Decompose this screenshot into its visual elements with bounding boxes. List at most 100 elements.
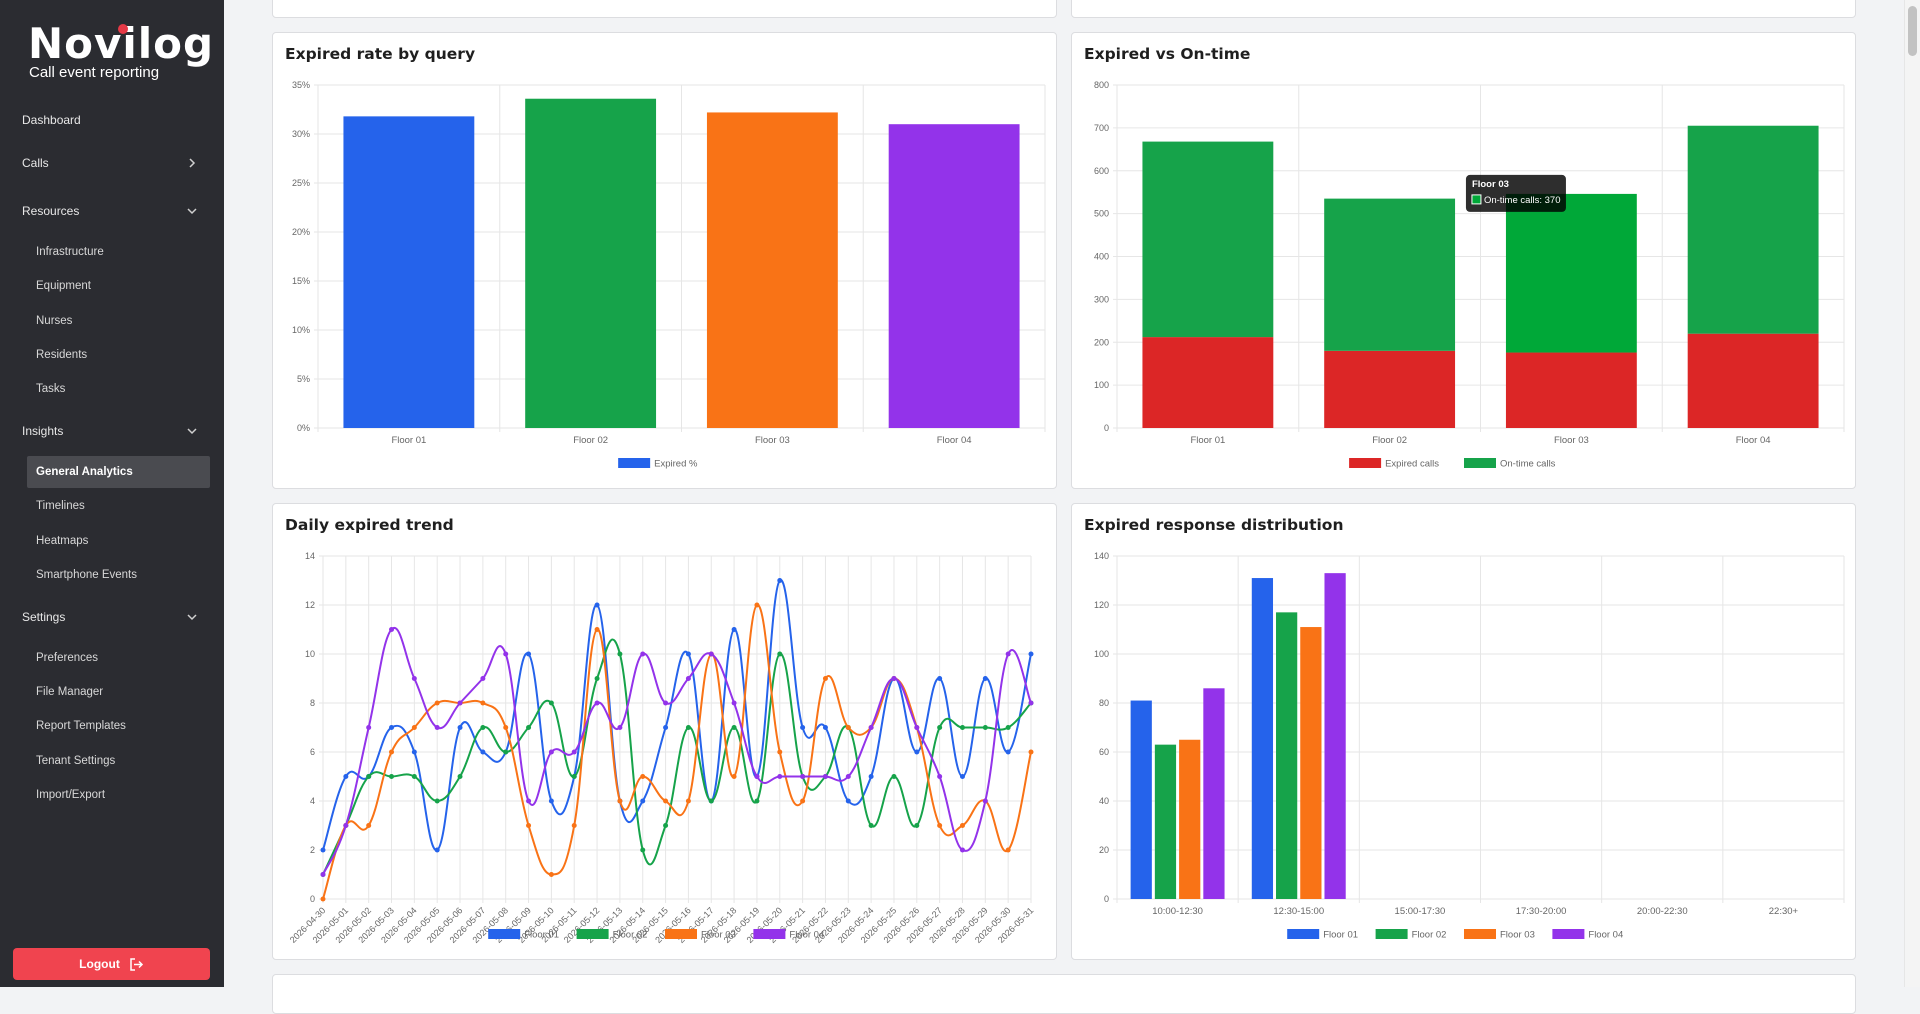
data-point — [640, 774, 646, 779]
sidebar: Novilog Call event reporting Dashboard C… — [0, 0, 224, 987]
data-point — [617, 725, 623, 730]
data-point — [822, 725, 828, 730]
data-point — [937, 725, 943, 730]
y-tick-label: 35% — [292, 80, 310, 90]
y-tick-label: 20% — [292, 227, 310, 237]
y-tick-label: 80 — [1099, 698, 1109, 708]
data-point — [617, 798, 623, 804]
data-point — [982, 676, 988, 681]
sidebar-item-general-analytics[interactable]: General Analytics — [27, 456, 210, 488]
chart-title: Expired rate by query — [285, 45, 476, 63]
y-tick-label: 25% — [292, 178, 310, 188]
sidebar-item-label: Timelines — [36, 500, 85, 512]
y-tick-label: 40 — [1099, 796, 1109, 806]
y-tick-label: 6 — [310, 747, 315, 757]
sidebar-item-import-export[interactable]: Import/Export — [27, 779, 210, 811]
legend-swatch — [618, 458, 651, 468]
data-point — [685, 798, 691, 804]
chart-card-response-distribution: Expired response distribution 0 20 40 60 80 1… — [1071, 503, 1856, 960]
data-point — [366, 774, 372, 779]
nav-insights[interactable]: Insights — [0, 416, 224, 446]
x-tick-label: 22:30+ — [1769, 906, 1799, 917]
nav-insights-label: Insights — [22, 424, 64, 438]
summary-card-right — [1071, 0, 1856, 18]
scrollbar-thumb[interactable] — [1908, 6, 1917, 56]
sidebar-item-label: File Manager — [36, 686, 104, 698]
legend-label: Floor 02 — [613, 930, 648, 941]
data-point — [526, 823, 532, 828]
y-tick-label: 20 — [1099, 845, 1109, 855]
nav-settings-label: Settings — [22, 610, 66, 624]
sidebar-item-timelines[interactable]: Timelines — [27, 490, 210, 522]
chart-card-expired-rate: Expired rate by query 0% 5% 10% 15% 20% 25% 30… — [272, 32, 1057, 489]
y-tick-label: 120 — [1094, 600, 1109, 610]
legend-swatch — [1375, 929, 1408, 939]
sidebar-item-tasks[interactable]: Tasks — [27, 373, 210, 405]
nav-settings[interactable]: Settings — [0, 602, 224, 632]
y-tick-label: 0% — [297, 423, 310, 433]
nav-calls[interactable]: Calls — [0, 148, 224, 178]
data-point — [663, 798, 669, 804]
data-point — [777, 578, 783, 583]
logout-label: Logout — [79, 957, 120, 971]
nav-calls-label: Calls — [22, 156, 49, 170]
legend-swatch — [1464, 458, 1496, 468]
legend-label: Floor 03 — [1500, 930, 1535, 941]
next-card — [272, 974, 1856, 1014]
x-tick-label: 15:00-17:30 — [1395, 906, 1446, 917]
scrollbar[interactable] — [1904, 0, 1920, 987]
logo-dot — [118, 24, 128, 34]
x-tick-label: Floor 04 — [937, 435, 972, 446]
y-tick-label: 0 — [1104, 894, 1109, 904]
data-point — [503, 651, 509, 657]
data-point — [1005, 725, 1011, 730]
nav-dashboard[interactable]: Dashboard — [0, 105, 224, 135]
sidebar-item-label: Smartphone Events — [36, 569, 138, 581]
data-point — [503, 725, 509, 730]
sidebar-item-label: Residents — [36, 349, 88, 361]
data-point — [411, 774, 417, 779]
logo-subtitle: Call event reporting — [29, 64, 160, 81]
sidebar-item-report-templates[interactable]: Report Templates — [27, 710, 210, 742]
sidebar-item-residents[interactable]: Residents — [27, 339, 210, 371]
x-tick-label: 12:30-15:00 — [1273, 906, 1324, 917]
x-tick-label: Floor 02 — [1372, 435, 1407, 446]
data-point — [800, 798, 806, 804]
bar — [1179, 739, 1201, 899]
chevron-down-icon — [187, 428, 197, 435]
nav-resources[interactable]: Resources — [0, 196, 224, 226]
sidebar-item-nurses[interactable]: Nurses — [27, 305, 210, 337]
sidebar-item-heatmaps[interactable]: Heatmaps — [27, 525, 210, 557]
sidebar-item-smartphone-events[interactable]: Smartphone Events — [27, 559, 210, 591]
sidebar-item-file-manager[interactable]: File Manager — [27, 676, 210, 708]
data-point — [1005, 651, 1011, 657]
legend-label: Expired calls — [1385, 459, 1439, 470]
data-point — [959, 774, 965, 779]
data-point — [822, 774, 828, 779]
expired-rate-chart: 0% 5% 10% 15% 20% 25% 30% 35% Floor 01 Floor 02 Fl… — [292, 80, 1046, 470]
data-point — [754, 774, 760, 779]
y-tick-label: 200 — [1094, 337, 1109, 347]
data-point — [937, 823, 943, 828]
data-point — [389, 774, 395, 779]
data-point — [777, 774, 783, 779]
y-tick-label: 10 — [305, 649, 315, 659]
sidebar-item-infrastructure[interactable]: Infrastructure — [27, 236, 210, 268]
data-point — [594, 700, 600, 706]
y-tick-label: 14 — [305, 551, 315, 561]
legend-label: Floor 03 — [701, 930, 736, 941]
logout-button[interactable]: Logout — [13, 948, 210, 980]
data-point — [1028, 700, 1034, 706]
bar — [343, 116, 475, 429]
sidebar-item-tenant-settings[interactable]: Tenant Settings — [27, 745, 210, 777]
chevron-down-icon — [187, 614, 197, 621]
y-tick-label: 140 — [1094, 551, 1109, 561]
sidebar-item-preferences[interactable]: Preferences — [27, 642, 210, 674]
y-tick-label: 10% — [292, 325, 310, 335]
sidebar-item-label: Tasks — [36, 383, 66, 395]
data-point — [731, 725, 737, 730]
data-point — [1028, 651, 1034, 657]
sidebar-item-equipment[interactable]: Equipment — [27, 270, 210, 302]
data-point — [845, 798, 851, 804]
data-point — [548, 749, 554, 755]
